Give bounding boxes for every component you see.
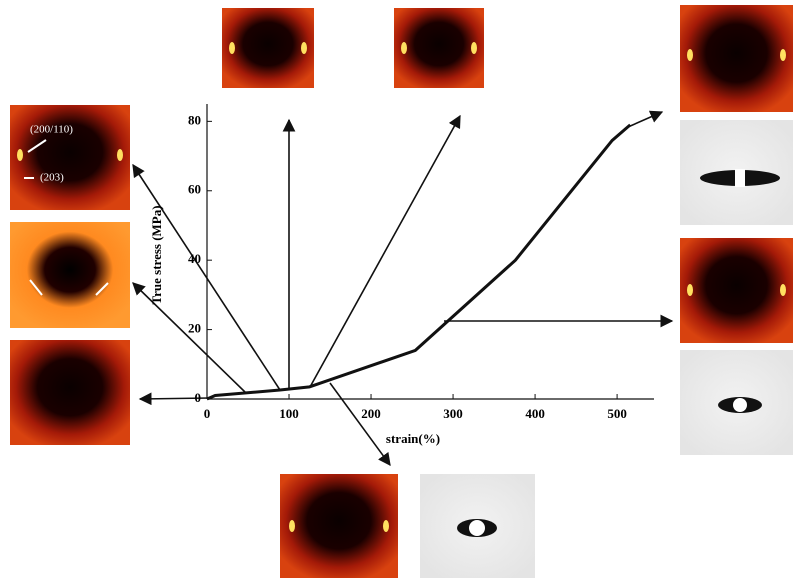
y-tick-label: 0 bbox=[195, 390, 202, 405]
images: (200/110) (203) bbox=[10, 5, 793, 578]
pattern bbox=[733, 398, 747, 412]
saxs-image bbox=[222, 8, 314, 88]
x-tick-label: 100 bbox=[279, 406, 299, 421]
figure: (200/110) (203) True stress (MPa) strain… bbox=[0, 0, 793, 578]
annotation: (203) bbox=[40, 172, 64, 184]
saxs-image bbox=[10, 105, 130, 210]
pattern bbox=[735, 169, 745, 187]
x-tick-label: 400 bbox=[525, 406, 545, 421]
x-tick-label: 500 bbox=[607, 406, 627, 421]
y-tick-label: 20 bbox=[188, 321, 201, 336]
saxs-image bbox=[394, 8, 484, 88]
y-axis-label: True stress (MPa) bbox=[149, 205, 164, 304]
stress-strain-curve bbox=[207, 125, 630, 399]
saxs-image bbox=[680, 238, 793, 343]
y-tick-label: 80 bbox=[188, 112, 201, 127]
y-tick-label: 60 bbox=[188, 182, 201, 197]
annotation: (200/110) bbox=[30, 124, 73, 136]
saxs-image bbox=[10, 222, 130, 328]
saxs-image bbox=[280, 474, 398, 578]
x-tick-label: 0 bbox=[204, 406, 211, 421]
pattern bbox=[469, 520, 485, 536]
x-tick-label: 300 bbox=[443, 406, 463, 421]
saxs-image bbox=[680, 5, 793, 112]
y-tick-label: 40 bbox=[188, 251, 201, 266]
saxs-image bbox=[10, 340, 130, 445]
spots bbox=[17, 42, 786, 532]
x-axis-label: strain(%) bbox=[386, 431, 440, 446]
x-tick-label: 200 bbox=[361, 406, 381, 421]
